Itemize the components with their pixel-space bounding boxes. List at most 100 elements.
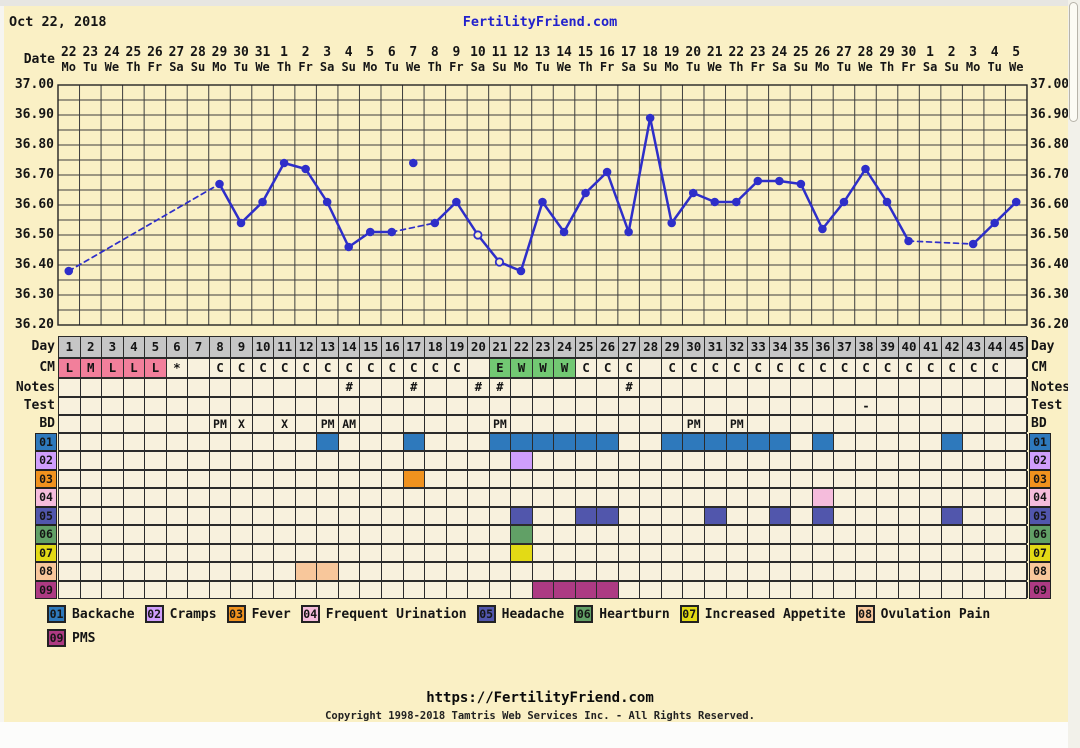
notes-row-cell	[81, 379, 103, 396]
bd-row-cell: X	[274, 416, 296, 432]
symptom-row-04-cell	[253, 489, 275, 506]
symptom-row-06-cell	[296, 526, 318, 543]
symptom-row-08-cell	[640, 563, 662, 580]
notes-row-cell: #	[619, 379, 641, 396]
legend-label-07: Increased Appetite	[704, 606, 846, 622]
cm-row-cell: M	[80, 359, 103, 377]
weekday-cell: Fr	[901, 60, 916, 74]
symptom-row-03-cell	[770, 471, 792, 487]
test-row-cell	[748, 398, 770, 414]
symptom-row-07-cell	[683, 545, 705, 561]
cm-row-cell: C	[662, 359, 684, 377]
symptom-row-03-cell	[231, 471, 253, 487]
symptom-row-05-cell	[899, 508, 921, 524]
symptom-row-02-cell	[533, 452, 555, 469]
symptom-row-06-cell	[640, 526, 662, 543]
legend-chip-06: 06	[574, 605, 594, 623]
symptom-row-04-cell	[447, 489, 469, 506]
symptom-row-07-cell	[59, 545, 81, 561]
bd-row-cell: PM	[490, 416, 512, 432]
symptom-row-02-cell	[382, 452, 404, 469]
symptom-row-04-cell	[231, 489, 253, 506]
weekday-cell: Fr	[750, 60, 766, 74]
symptom-row-01-cell	[81, 434, 103, 450]
date-cell: 10	[470, 45, 486, 60]
symptom-row-09-cell	[59, 582, 81, 598]
weekday-cell: Su	[492, 60, 507, 74]
bd-row-cell	[468, 416, 490, 432]
test-row-cell	[81, 398, 103, 414]
symptom-row-05-cell	[231, 508, 253, 524]
symptom-row-02-cell	[597, 452, 619, 469]
day-header-row-cell: 25	[576, 337, 598, 357]
notes-row-cell	[920, 379, 942, 396]
symptom-row-03	[58, 470, 1028, 488]
date-cell: 23	[82, 45, 99, 60]
date-cell: 29	[211, 45, 228, 60]
cm-row-cell: E	[489, 359, 512, 377]
cm-row-cell: C	[705, 359, 727, 377]
date-cell: 27	[168, 45, 185, 60]
symptom-row-08-cell	[576, 563, 598, 580]
symptom-row-04-cell	[791, 489, 813, 506]
symptom-row-06-cell	[727, 526, 749, 543]
symptom-row-06-cell	[748, 526, 770, 543]
notes-row-cell	[1006, 379, 1028, 396]
weekday-cell: We	[858, 60, 873, 74]
scrollbar[interactable]	[1068, 0, 1080, 748]
date-cell: 22	[60, 45, 77, 60]
scrollbar-thumb[interactable]	[1069, 2, 1078, 122]
notes-row-cell	[210, 379, 232, 396]
cm-row-cell: C	[770, 359, 792, 377]
notes-row-cell	[145, 379, 167, 396]
symptom-row-07-cell	[748, 545, 770, 561]
symptom-row-05-cell	[619, 508, 641, 524]
legend-item-06: 06 Heartburn	[574, 605, 670, 623]
date-cell: 3	[969, 45, 978, 60]
weekday-cell: Mo	[664, 60, 679, 74]
footer-url[interactable]: https://FertilityFriend.com	[426, 690, 654, 706]
window-bottom-strip	[0, 722, 1080, 748]
symptom-chip-05-left: 05	[35, 507, 57, 525]
symptom-row-02-cell	[813, 452, 835, 469]
notes-row-cell	[683, 379, 705, 396]
symptom-row-02-cell	[102, 452, 124, 469]
symptom-row-04-cell	[188, 489, 210, 506]
row-label-cm-left: CM	[39, 360, 55, 375]
date-cell: 12	[513, 45, 529, 60]
y-tick-left: 36.30	[14, 287, 54, 302]
bd-row-cell: PM	[210, 416, 232, 432]
notes-row-cell	[59, 379, 81, 396]
symptom-row-02-cell	[468, 452, 490, 469]
cm-row-cell: *	[167, 359, 189, 377]
symptom-row-01-cell	[468, 434, 490, 450]
symptom-row-07-cell	[813, 545, 835, 561]
weekday-cell: Fr	[599, 60, 615, 74]
test-row-cell: -	[856, 398, 878, 414]
test-row-cell	[145, 398, 167, 414]
symptom-row-09-cell	[360, 582, 382, 598]
symptom-row-01-cell	[188, 434, 210, 450]
cm-row-cell: C	[683, 359, 705, 377]
symptom-row-07-cell	[877, 545, 899, 561]
symptom-row-06-cell	[576, 526, 598, 543]
notes-row-cell	[662, 379, 684, 396]
symptom-row-03-cell	[554, 471, 576, 487]
bd-row-cell	[856, 416, 878, 432]
symptom-row-08-cell	[360, 563, 382, 580]
date-cell: 30	[900, 45, 917, 60]
symptom-row-07-cell	[274, 545, 296, 561]
symptom-row-09-cell	[791, 582, 813, 598]
symptom-row-06-cell	[683, 526, 705, 543]
site-title-link[interactable]: FertilityFriend.com	[462, 14, 618, 30]
bd-row-cell	[597, 416, 619, 432]
notes-row-cell	[942, 379, 964, 396]
symptom-row-02-cell	[253, 452, 275, 469]
row-label-test-right: Test	[1031, 398, 1063, 413]
symptom-chip-06-right: 06	[1029, 525, 1051, 544]
symptom-row-08-cell	[210, 563, 232, 580]
symptom-row-07-cell	[253, 545, 275, 561]
symptom-row-06-cell	[597, 526, 619, 543]
cm-row-cell	[640, 359, 662, 377]
